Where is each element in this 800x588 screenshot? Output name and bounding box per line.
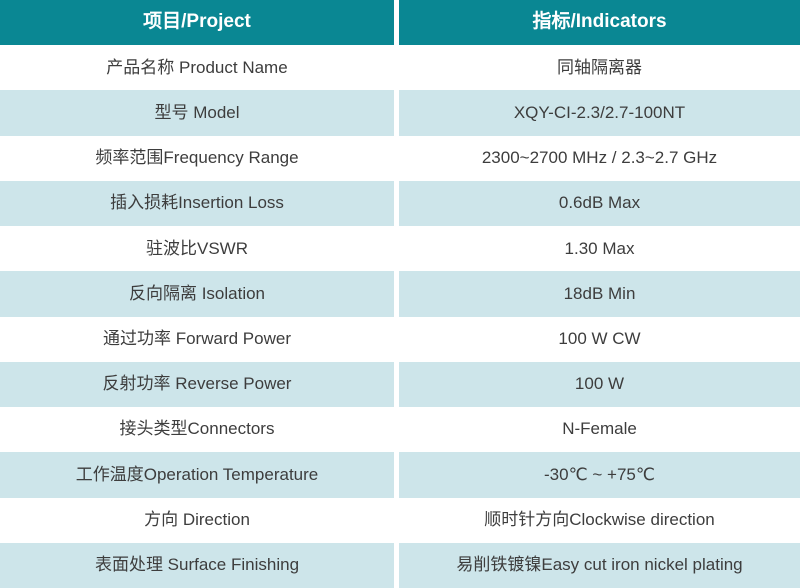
project-cell: 接头类型Connectors [0,407,394,453]
header-cell-indicators: 指标/Indicators [399,0,800,46]
project-cell: 插入损耗Insertion Loss [0,180,394,227]
project-cell: 表面处理 Surface Finishing [0,542,394,588]
column-divider [394,542,399,588]
indicator-cell: N-Female [399,407,800,453]
project-cell: 通过功率 Forward Power [0,316,394,362]
project-cell: 产品名称 Product Name [0,45,394,91]
indicator-cell: 1.30 Max [399,226,800,272]
column-divider [394,452,399,498]
table-row-operation-temperature: 工作温度Operation Temperature -30℃ ~ +75℃ [0,452,800,498]
column-divider [394,407,399,453]
table-row-reverse-power: 反射功率 Reverse Power 100 W [0,361,800,408]
column-divider [394,497,399,543]
table-row-forward-power: 通过功率 Forward Power 100 W CW [0,316,800,362]
project-cell: 频率范围Frequency Range [0,135,394,181]
column-divider [394,0,399,46]
column-divider [394,316,399,362]
table-row-isolation: 反向隔离 Isolation 18dB Min [0,271,800,317]
table-row-insertion-loss: 插入损耗Insertion Loss 0.6dB Max [0,180,800,227]
header-cell-project: 项目/Project [0,0,394,46]
table-row-frequency-range: 频率范围Frequency Range 2300~2700 MHz / 2.3~… [0,135,800,181]
table-row-direction: 方向 Direction 顺时针方向Clockwise direction [0,497,800,543]
indicator-cell: 100 W [399,361,800,408]
indicator-cell: 18dB Min [399,271,800,317]
column-divider [394,361,399,408]
indicator-cell: 易削铁镀镍Easy cut iron nickel plating [399,542,800,588]
table-row-surface-finishing: 表面处理 Surface Finishing 易削铁镀镍Easy cut iro… [0,542,800,588]
indicator-cell: 0.6dB Max [399,180,800,227]
project-cell: 驻波比VSWR [0,226,394,272]
project-cell: 方向 Direction [0,497,394,543]
project-cell: 反向隔离 Isolation [0,271,394,317]
indicator-cell: XQY-CI-2.3/2.7-100NT [399,90,800,136]
column-divider [394,180,399,227]
column-divider [394,226,399,272]
indicator-cell: 100 W CW [399,316,800,362]
table-header-row: 项目/Project 指标/Indicators [0,0,800,46]
column-divider [394,271,399,317]
table-row-model: 型号 Model XQY-CI-2.3/2.7-100NT [0,90,800,136]
indicator-cell: 同轴隔离器 [399,45,800,91]
indicator-cell: 顺时针方向Clockwise direction [399,497,800,543]
table-row-connectors: 接头类型Connectors N-Female [0,407,800,453]
indicator-cell: -30℃ ~ +75℃ [399,452,800,498]
project-cell: 型号 Model [0,90,394,136]
project-cell: 反射功率 Reverse Power [0,361,394,408]
indicator-cell: 2300~2700 MHz / 2.3~2.7 GHz [399,135,800,181]
column-divider [394,135,399,181]
column-divider [394,45,399,91]
project-cell: 工作温度Operation Temperature [0,452,394,498]
column-divider [394,90,399,136]
table-row-product-name: 产品名称 Product Name 同轴隔离器 [0,45,800,91]
table-row-vswr: 驻波比VSWR 1.30 Max [0,226,800,272]
